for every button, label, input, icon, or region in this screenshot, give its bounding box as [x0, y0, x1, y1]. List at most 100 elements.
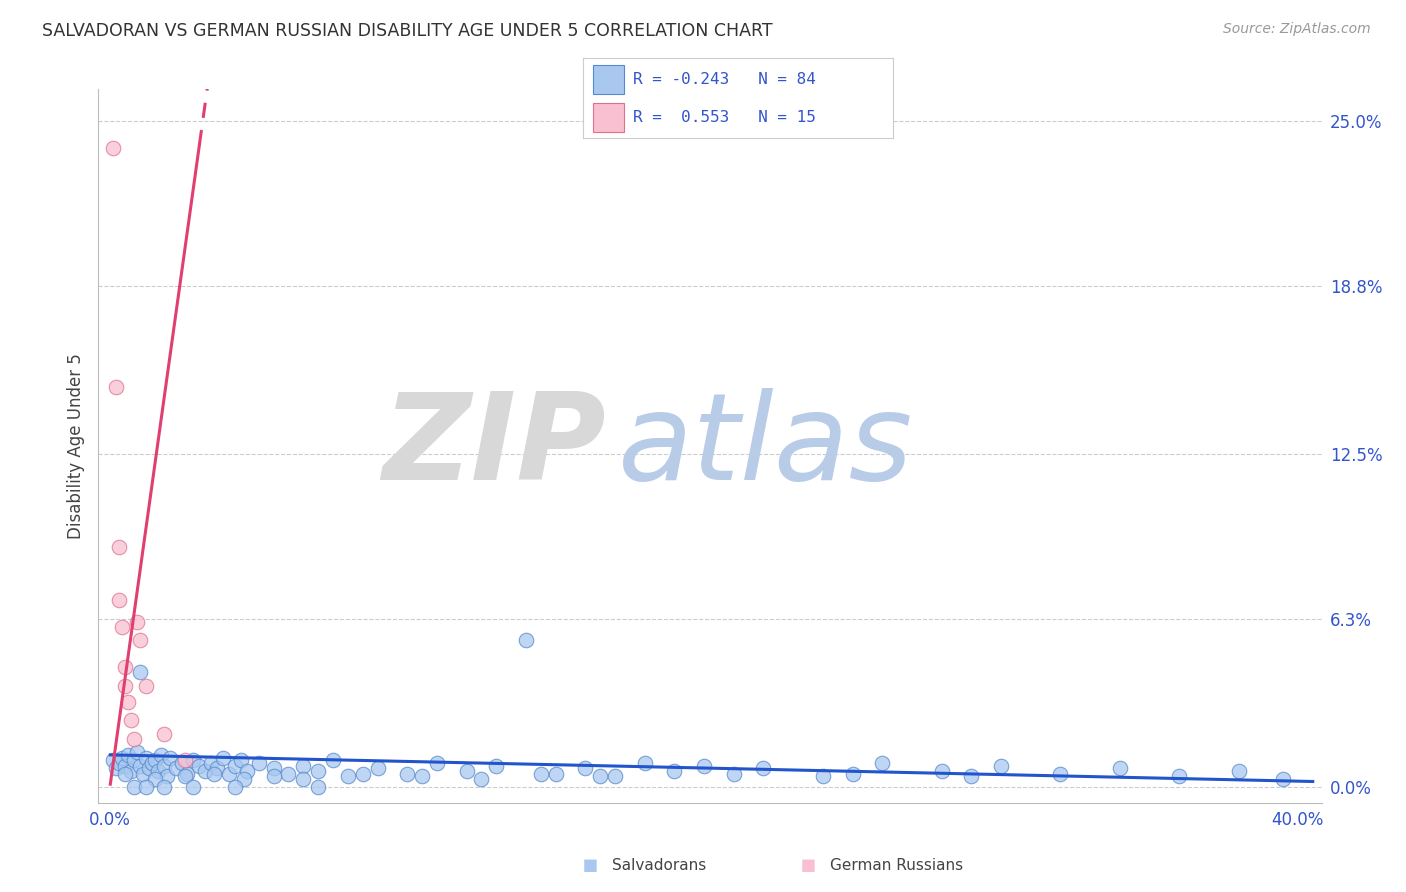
Point	[1168, 769, 1191, 783]
Text: ▪: ▪	[800, 854, 817, 877]
Point	[122, 731, 145, 746]
Point	[515, 633, 537, 648]
Point	[322, 753, 344, 767]
Point	[470, 772, 492, 786]
Point	[117, 695, 139, 709]
Point	[138, 761, 160, 775]
Point	[396, 766, 419, 780]
Point	[232, 772, 254, 786]
Text: Salvadorans: Salvadorans	[612, 858, 706, 872]
Point	[105, 380, 128, 394]
Point	[247, 756, 270, 770]
Point	[292, 772, 315, 786]
Point	[603, 769, 626, 783]
Point	[366, 761, 388, 775]
Point	[212, 750, 235, 764]
Point	[693, 758, 716, 772]
Text: Source: ZipAtlas.com: Source: ZipAtlas.com	[1223, 22, 1371, 37]
Point	[125, 745, 148, 759]
Point	[263, 769, 285, 783]
Text: atlas: atlas	[619, 387, 914, 505]
Point	[1272, 772, 1295, 786]
Point	[149, 747, 172, 762]
Point	[530, 766, 553, 780]
Point	[218, 766, 240, 780]
Point	[202, 766, 225, 780]
Point	[159, 750, 181, 764]
Point	[105, 761, 128, 775]
Point	[135, 780, 157, 794]
Point	[236, 764, 259, 778]
Bar	[593, 103, 624, 132]
Point	[426, 756, 449, 770]
Point	[122, 780, 145, 794]
Point	[292, 758, 315, 772]
Text: ZIP: ZIP	[382, 387, 606, 505]
Point	[103, 141, 125, 155]
Point	[723, 766, 745, 780]
Point	[336, 769, 359, 783]
Point	[183, 780, 205, 794]
Point	[120, 713, 142, 727]
Point	[811, 769, 834, 783]
Point	[1227, 764, 1250, 778]
Point	[117, 747, 139, 762]
Point	[173, 769, 195, 783]
Point	[224, 780, 246, 794]
Point	[352, 766, 374, 780]
Point	[224, 758, 246, 772]
Point	[103, 753, 125, 767]
Text: SALVADORAN VS GERMAN RUSSIAN DISABILITY AGE UNDER 5 CORRELATION CHART: SALVADORAN VS GERMAN RUSSIAN DISABILITY …	[42, 22, 773, 40]
Text: R = -0.243   N = 84: R = -0.243 N = 84	[633, 72, 815, 87]
Point	[108, 593, 131, 607]
Text: German Russians: German Russians	[830, 858, 963, 872]
Point	[870, 756, 893, 770]
Point	[129, 633, 152, 648]
Point	[143, 753, 166, 767]
Point	[176, 766, 198, 780]
Point	[135, 679, 157, 693]
Point	[188, 758, 211, 772]
Point	[143, 772, 166, 786]
Point	[183, 753, 205, 767]
Point	[574, 761, 596, 775]
Point	[152, 726, 174, 740]
Point	[664, 764, 686, 778]
Point	[960, 769, 983, 783]
Point	[170, 756, 193, 770]
Text: ▪: ▪	[582, 854, 599, 877]
Point	[108, 540, 131, 554]
Point	[120, 764, 142, 778]
Point	[108, 756, 131, 770]
Point	[156, 769, 179, 783]
Point	[135, 750, 157, 764]
Bar	[593, 65, 624, 95]
Point	[132, 766, 155, 780]
Point	[931, 764, 953, 778]
Y-axis label: Disability Age Under 5: Disability Age Under 5	[66, 353, 84, 539]
Point	[589, 769, 612, 783]
Point	[114, 679, 136, 693]
Point	[111, 620, 134, 634]
Point	[277, 766, 299, 780]
Point	[129, 758, 152, 772]
Point	[114, 766, 136, 780]
Point	[141, 756, 163, 770]
Point	[200, 756, 222, 770]
Point	[114, 660, 136, 674]
Point	[165, 761, 187, 775]
Point	[129, 665, 152, 680]
Point	[841, 766, 863, 780]
Point	[146, 764, 169, 778]
Point	[1108, 761, 1130, 775]
Point	[307, 780, 329, 794]
Point	[152, 758, 174, 772]
Point	[194, 764, 217, 778]
Point	[229, 753, 252, 767]
Point	[1049, 766, 1071, 780]
Point	[114, 758, 136, 772]
Point	[173, 753, 195, 767]
Point	[752, 761, 775, 775]
Point	[152, 780, 174, 794]
Point	[111, 750, 134, 764]
